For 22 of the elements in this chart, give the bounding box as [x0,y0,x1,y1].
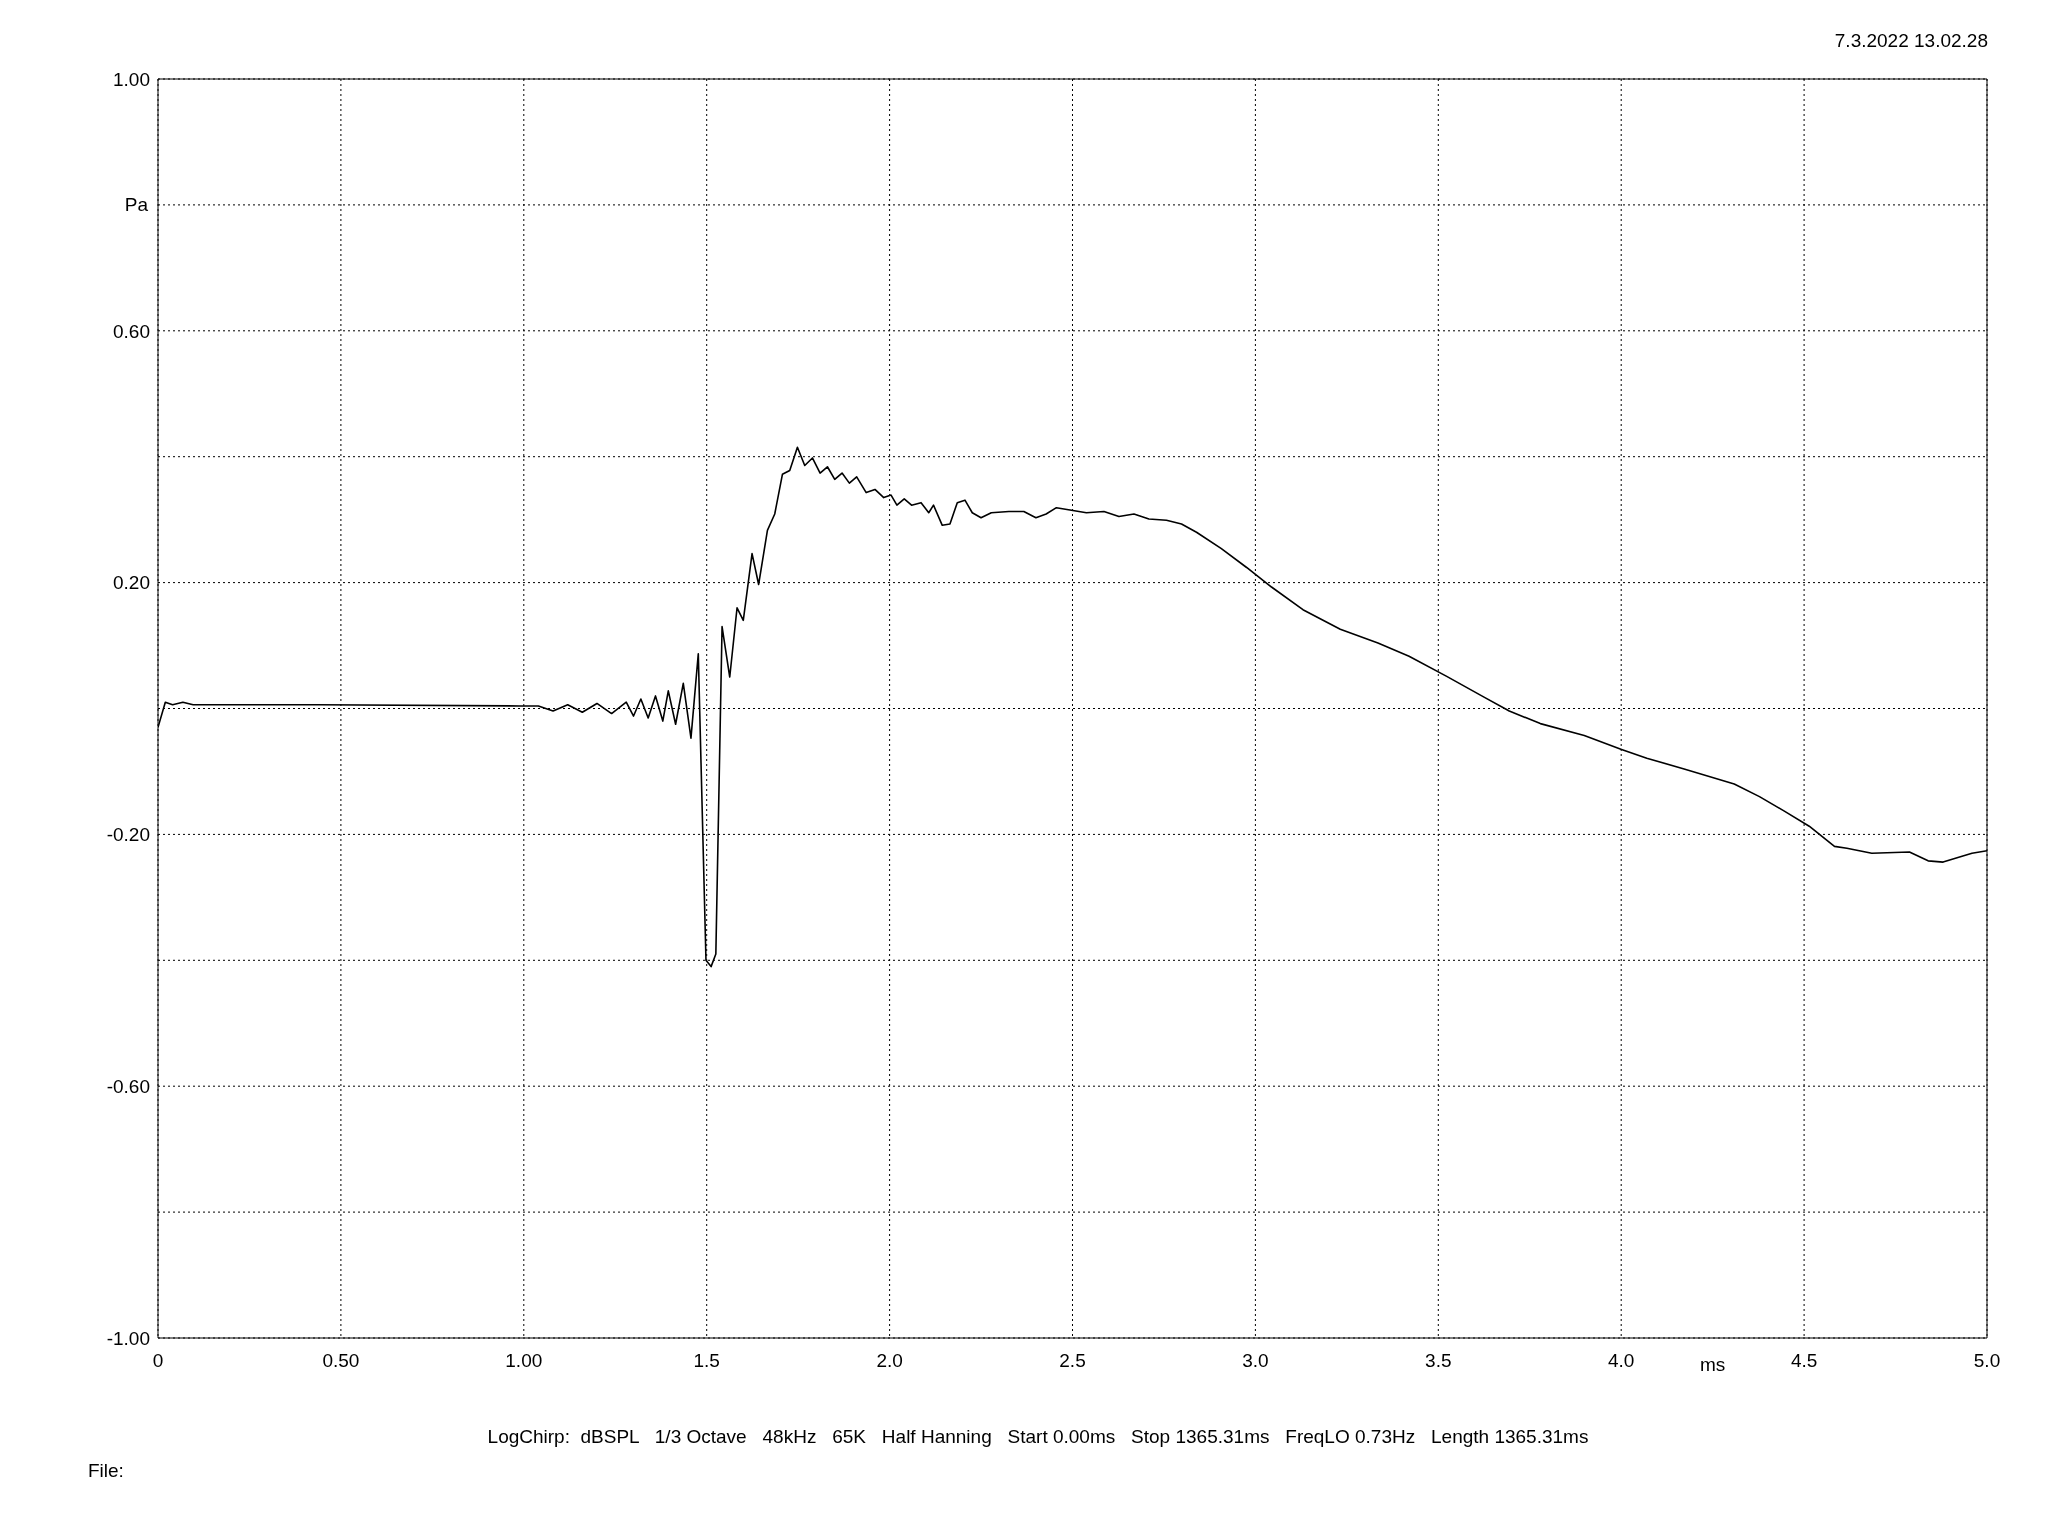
x-tick-label: 3.5 [1425,1350,1452,1372]
text: 7.3.2022 13.02.28 [1834,30,1988,52]
x-tick-label: 5.0 [1973,1350,2001,1372]
x-tick-label: 0 [152,1350,164,1372]
y-axis-title: Pa [124,193,149,215]
y-tick-label: -0.60 [106,1075,150,1097]
text: File: [88,1460,124,1482]
x-tick-label: 4.5 [1790,1350,1818,1372]
x-tick-label: 0.50 [322,1350,360,1372]
y-tick-label: 0.60 [113,320,150,342]
x-tick-label: 2.0 [876,1350,903,1372]
y-tick-label: -1.00 [106,1327,150,1349]
x-tick-label: 1.00 [505,1350,543,1372]
x-tick-label: 1.5 [693,1350,720,1372]
x-tick-label: 2.5 [1059,1350,1086,1372]
text: LogChirp: dBSPL 1/3 Octave 48kHz 65K Half Hanning Start 0.00ms Stop 1365.31ms FreqLO 0.73Hz Length 1365.31ms [486,1426,1590,1448]
y-tick-label: 1.00 [113,68,150,90]
y-tick-label: -0.20 [106,824,150,846]
x-axis-title: ms [1699,1354,1726,1375]
x-tick-label: 3.0 [1242,1350,1269,1372]
x-tick-label: 4.0 [1607,1350,1635,1372]
y-tick-label: 0.20 [113,572,150,594]
